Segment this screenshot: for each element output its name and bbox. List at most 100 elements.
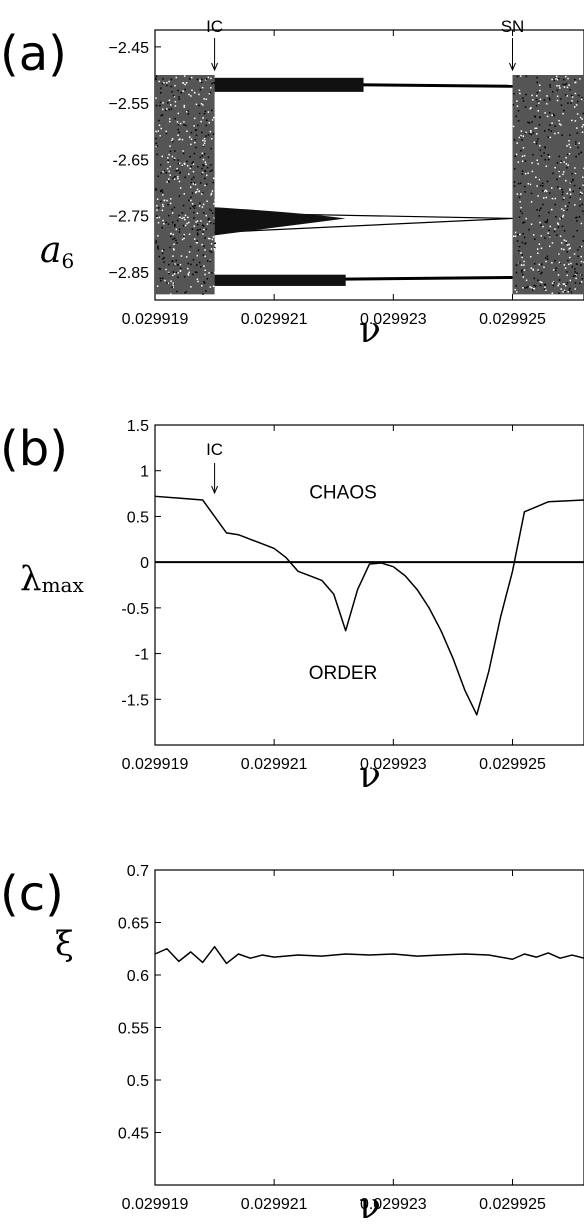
chaotic-point: [182, 204, 185, 207]
chaotic-point: [214, 271, 216, 273]
chaotic-point: [524, 132, 527, 134]
chaotic-point: [530, 201, 533, 203]
chaotic-point: [196, 188, 199, 191]
chaotic-point: [570, 119, 573, 122]
chaotic-point: [204, 161, 207, 163]
chaotic-point: [181, 212, 184, 214]
chaotic-point: [551, 91, 554, 93]
chaotic-point: [562, 209, 565, 212]
chaotic-point: [206, 166, 209, 169]
chaotic-point: [201, 171, 204, 174]
chaotic-point: [193, 152, 196, 155]
chaotic-point: [576, 100, 579, 103]
chaotic-point: [520, 252, 522, 254]
chaotic-point: [181, 238, 184, 241]
chaotic-point: [531, 170, 534, 173]
chaotic-point: [161, 226, 163, 229]
chaotic-point: [562, 214, 565, 217]
chaotic-point: [566, 86, 569, 89]
chaotic-point: [202, 144, 205, 146]
chaotic-band: [512, 75, 584, 295]
chaotic-point: [548, 156, 551, 158]
chaotic-point: [159, 277, 162, 280]
chaotic-point: [563, 248, 565, 251]
chaotic-point: [162, 170, 164, 173]
chaotic-point: [569, 196, 571, 199]
chaotic-point: [200, 81, 203, 84]
chaotic-point: [188, 251, 191, 253]
chaotic-point: [190, 166, 192, 168]
chaotic-point: [531, 94, 533, 97]
chaotic-point: [523, 287, 526, 289]
chaotic-point: [183, 163, 186, 166]
chaotic-point: [523, 260, 525, 263]
chaotic-point: [551, 114, 553, 117]
chaotic-point: [520, 206, 522, 209]
chaotic-point: [206, 174, 208, 177]
chaotic-point: [212, 177, 215, 180]
chaotic-point: [184, 214, 187, 217]
chaotic-point: [204, 110, 207, 113]
chaotic-point: [529, 129, 532, 132]
x-tick-label: 0.029925: [479, 1196, 546, 1213]
chaotic-point: [179, 263, 182, 266]
chaotic-point: [212, 133, 215, 135]
chaotic-point: [181, 164, 183, 167]
chaotic-point: [207, 134, 210, 136]
y-tick-label: 1: [140, 464, 149, 481]
chaotic-point: [533, 277, 536, 280]
chaotic-point: [210, 242, 213, 245]
chaotic-point: [544, 237, 546, 239]
chaotic-point: [574, 271, 577, 273]
chaotic-point: [569, 88, 571, 91]
chaotic-point: [209, 222, 212, 224]
chaotic-point: [561, 225, 564, 228]
chaotic-point: [560, 217, 563, 220]
chaotic-point: [179, 162, 181, 165]
chaotic-point: [186, 160, 188, 163]
chaotic-point: [187, 110, 189, 112]
chaotic-point: [202, 104, 204, 106]
chaotic-point: [178, 231, 181, 233]
chaotic-point: [168, 170, 170, 173]
chaotic-point: [546, 258, 549, 260]
chaotic-point: [551, 122, 553, 125]
chaotic-point: [174, 225, 176, 227]
chaotic-point: [543, 266, 545, 269]
chaotic-point: [162, 194, 164, 196]
chaotic-point: [536, 95, 538, 97]
chaotic-point: [565, 242, 567, 244]
chaotic-point: [212, 285, 215, 288]
chaotic-point: [177, 264, 179, 266]
chaotic-point: [157, 130, 159, 132]
chaotic-point: [211, 119, 214, 121]
chaotic-point: [569, 247, 572, 249]
chaotic-point: [580, 255, 582, 258]
chaotic-point: [183, 106, 186, 108]
chaotic-point: [157, 245, 159, 248]
chaotic-point: [538, 215, 541, 217]
chaotic-point: [551, 282, 554, 284]
chaotic-point: [196, 264, 198, 266]
chaotic-point: [574, 288, 576, 290]
chaotic-point: [158, 124, 161, 127]
chaotic-point: [570, 181, 572, 184]
chaotic-point: [173, 243, 175, 246]
chaotic-point: [163, 199, 166, 202]
chaotic-point: [582, 176, 584, 178]
chaotic-point: [571, 173, 573, 175]
chaotic-point: [521, 212, 524, 215]
chaotic-point: [187, 267, 189, 270]
chaotic-point: [557, 226, 560, 228]
chaotic-point: [554, 166, 556, 169]
chaotic-point: [161, 189, 163, 191]
chaotic-point: [183, 121, 185, 123]
x-tick-label: 0.029923: [360, 1196, 427, 1213]
chaotic-point: [548, 229, 550, 232]
chaotic-point: [166, 84, 168, 87]
chaotic-point: [177, 272, 179, 274]
chaotic-point: [566, 209, 568, 211]
chaotic-point: [535, 98, 538, 101]
chaotic-point: [554, 203, 557, 206]
x-axis-label: ν: [359, 755, 381, 796]
